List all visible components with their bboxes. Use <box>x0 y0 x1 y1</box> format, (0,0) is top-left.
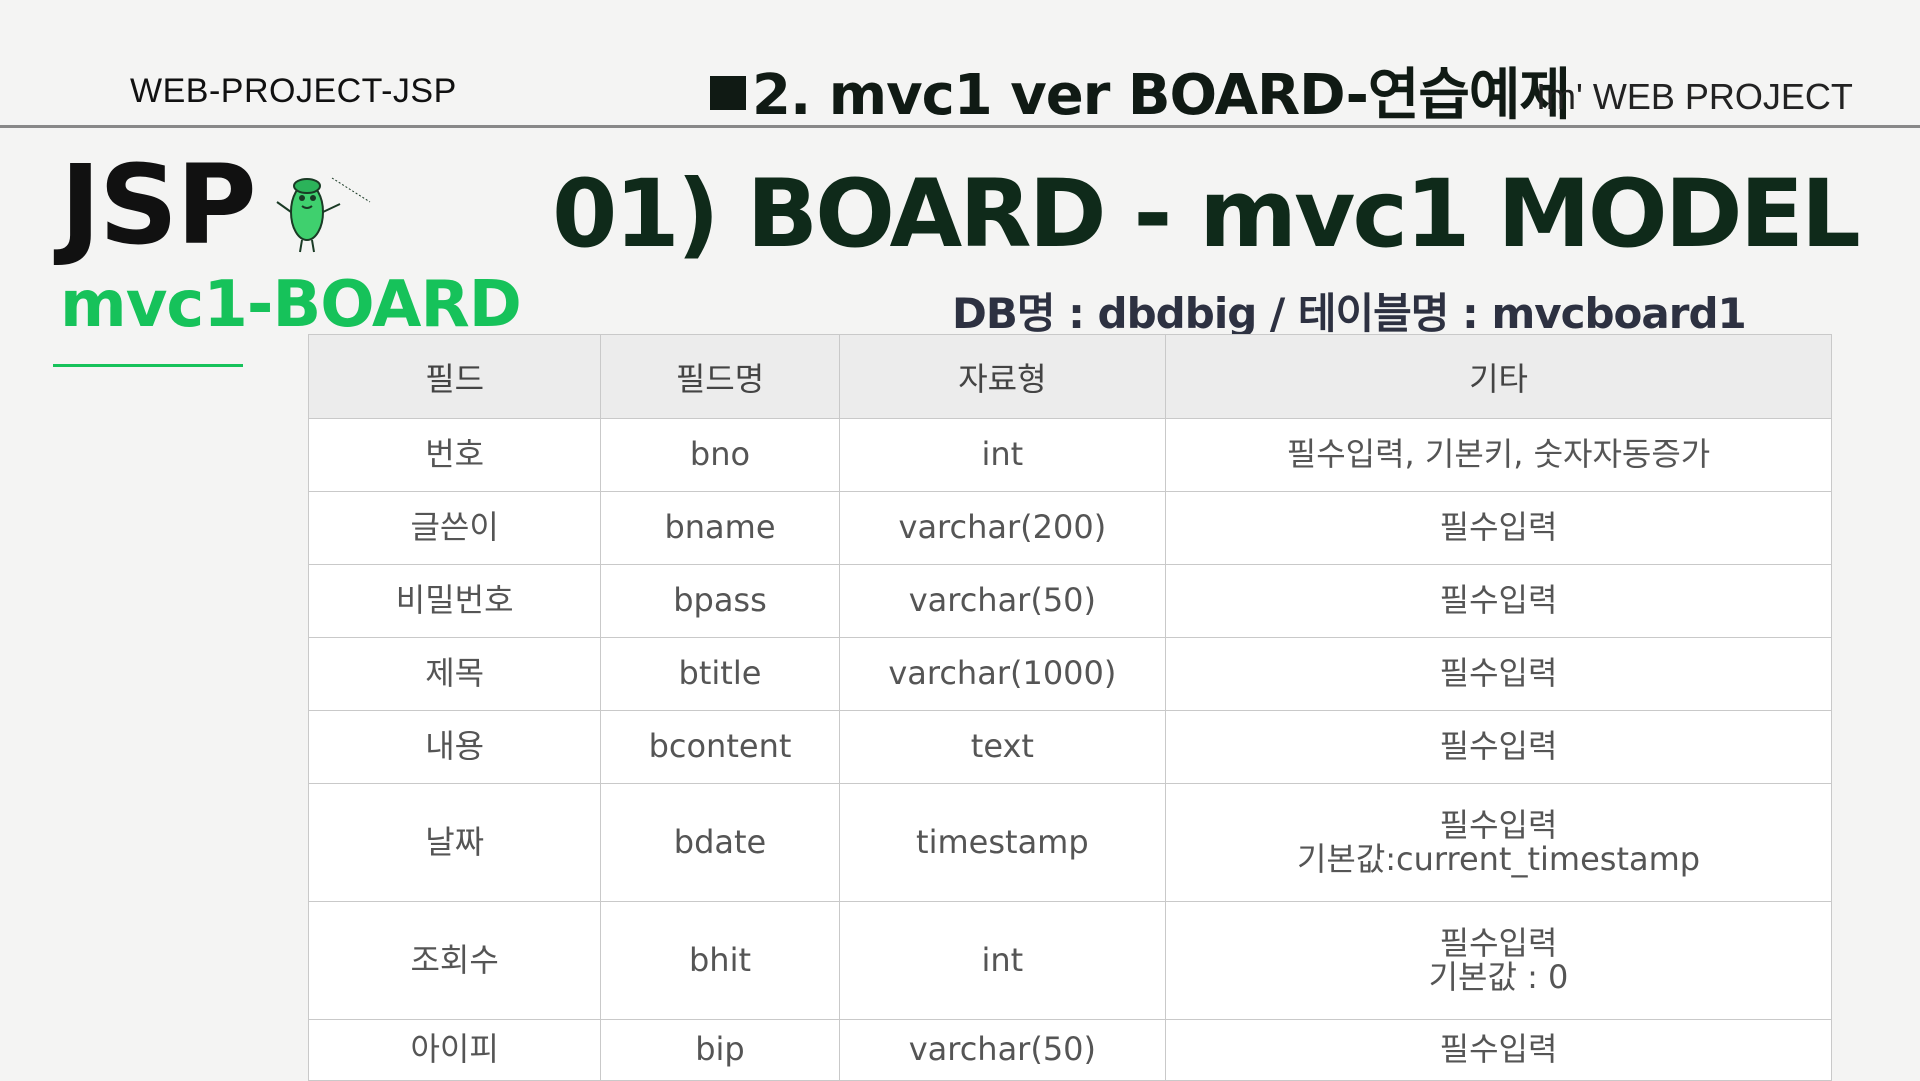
note-line: 필수입력 <box>1439 923 1558 962</box>
cell-name: bdate <box>600 783 840 902</box>
cell-note: 필수입력 <box>1165 1019 1832 1081</box>
note-line: 필수입력, 기본키, 숫자자동증가 <box>1286 435 1711 474</box>
cell-name: btitle <box>600 637 840 711</box>
cell-type: timestamp <box>838 783 1167 902</box>
table-row: 비밀번호 bpass varchar(50) 필수입력 <box>307 564 1832 638</box>
header-divider <box>0 125 1920 128</box>
table-row: 제목 btitle varchar(1000) 필수입력 <box>307 637 1832 711</box>
page-heading: 01) BOARD - mvc1 MODEL <box>552 160 1861 269</box>
cell-note: 필수입력 <box>1165 491 1832 565</box>
note-line: 필수입력 <box>1439 727 1558 766</box>
square-bullet-icon <box>710 76 746 110</box>
cell-note: 필수입력 <box>1165 637 1832 711</box>
cell-field: 조회수 <box>307 901 602 1020</box>
note-line: 필수입력 <box>1439 805 1558 844</box>
bean-mascot-icon <box>276 177 371 253</box>
cell-name: bno <box>600 418 840 492</box>
cell-field: 아이피 <box>307 1019 602 1081</box>
table-row: 번호 bno int 필수입력, 기본키, 숫자자동증가 <box>307 418 1832 492</box>
table-row: 아이피 bip varchar(50) 필수입력 <box>307 1019 1832 1081</box>
table-row: 내용 bcontent text 필수입력 <box>307 710 1832 784</box>
cell-name: bcontent <box>600 710 840 784</box>
cell-name: bip <box>600 1019 840 1081</box>
header-note: 기타 <box>1165 334 1832 419</box>
cell-type: varchar(1000) <box>838 637 1167 711</box>
table-row: 날짜 bdate timestamp 필수입력 기본값:current_time… <box>307 783 1832 902</box>
cell-field: 내용 <box>307 710 602 784</box>
table-row: 글쓴이 bname varchar(200) 필수입력 <box>307 491 1832 565</box>
cell-note: 필수입력 기본값:current_timestamp <box>1165 783 1832 902</box>
header-data-type: 자료형 <box>838 334 1167 419</box>
cell-field: 글쓴이 <box>307 491 602 565</box>
note-line: 기본값:current_timestamp <box>1296 839 1701 878</box>
header-slide-title: 2. mvc1 ver BOARD-연습예제 <box>710 50 1571 131</box>
note-line: 필수입력 <box>1439 1030 1558 1069</box>
db-info: DB명 : dbdbig / 테이블명 : mvcboard1 <box>952 289 1747 338</box>
note-line: 필수입력 <box>1439 581 1558 620</box>
schema-table: 필드 필드명 자료형 기타 번호 bno int 필수입력, 기본키, 숫자자동… <box>307 334 1832 1081</box>
table-row: 조회수 bhit int 필수입력 기본값 : 0 <box>307 901 1832 1020</box>
cell-type: varchar(50) <box>838 564 1167 638</box>
cell-field: 날짜 <box>307 783 602 902</box>
cell-type: varchar(200) <box>838 491 1167 565</box>
header-left-title: WEB-PROJECT-JSP <box>130 72 457 110</box>
header-right-title: Im' WEB PROJECT <box>1536 76 1853 117</box>
cell-note: 필수입력, 기본키, 숫자자동증가 <box>1165 418 1832 492</box>
header-slide-title-text: 2. mvc1 ver BOARD-연습예제 <box>752 63 1571 128</box>
note-line: 필수입력 <box>1439 508 1558 547</box>
header-field: 필드 <box>307 334 602 419</box>
cell-name: bpass <box>600 564 840 638</box>
cell-field: 비밀번호 <box>307 564 602 638</box>
cell-note: 필수입력 기본값 : 0 <box>1165 901 1832 1020</box>
jsp-logo: JSP <box>60 141 257 269</box>
cell-name: bhit <box>600 901 840 1020</box>
cell-note: 필수입력 <box>1165 710 1832 784</box>
cell-type: int <box>838 418 1167 492</box>
subtitle-underline <box>53 364 243 367</box>
cell-note: 필수입력 <box>1165 564 1832 638</box>
note-line: 기본값 : 0 <box>1428 957 1569 996</box>
cell-type: int <box>838 901 1167 1020</box>
board-subtitle: mvc1-BOARD <box>60 268 522 342</box>
cell-name: bname <box>600 491 840 565</box>
note-line: 필수입력 <box>1439 654 1558 693</box>
cell-type: text <box>838 710 1167 784</box>
cell-field: 제목 <box>307 637 602 711</box>
cell-type: varchar(50) <box>838 1019 1167 1081</box>
header-field-name: 필드명 <box>600 334 840 419</box>
cell-field: 번호 <box>307 418 602 492</box>
table-header-row: 필드 필드명 자료형 기타 <box>307 334 1832 419</box>
